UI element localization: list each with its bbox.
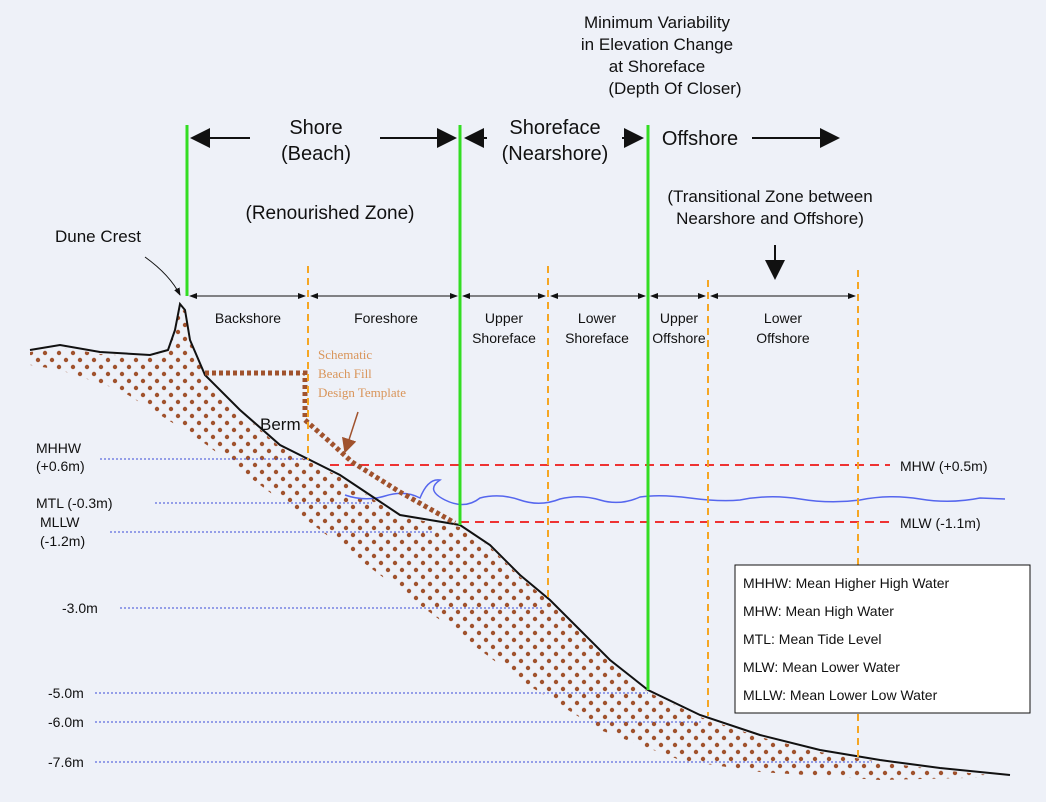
legend-entry: MTL: Mean Tide Level xyxy=(743,631,882,647)
level-label: -6.0m xyxy=(48,714,84,730)
closure-label: (Depth Of Closer) xyxy=(608,79,741,98)
legend-entry: MLLW: Mean Lower Low Water xyxy=(743,687,938,703)
subzone-label: Upper xyxy=(485,310,523,326)
level-label: MLLW xyxy=(40,514,80,530)
subzone-label: Shoreface xyxy=(472,330,536,346)
level-label: -3.0m xyxy=(62,600,98,616)
level-label: -5.0m xyxy=(48,685,84,701)
subzone-label: Offshore xyxy=(652,330,706,346)
subzone-label: Shoreface xyxy=(565,330,629,346)
subzone-label: Upper xyxy=(660,310,698,326)
closure-label: at Shoreface xyxy=(609,57,705,76)
berm-label: Berm xyxy=(260,415,301,434)
legend: MHHW: Mean Higher High Water MHW: Mean H… xyxy=(735,565,1030,713)
level-label: MTL (-0.3m) xyxy=(36,495,112,511)
zone-label: (Beach) xyxy=(281,143,351,165)
zone-label: Offshore xyxy=(662,128,738,150)
zone-label: Nearshore and Offshore) xyxy=(676,209,864,228)
legend-entry: MLW: Mean Lower Water xyxy=(743,659,900,675)
level-label: (+0.6m) xyxy=(36,458,85,474)
subzone-label: Lower xyxy=(764,310,802,326)
legend-entry: MHHW: Mean Higher High Water xyxy=(743,575,950,591)
level-label: MHHW xyxy=(36,440,82,456)
template-label: Schematic xyxy=(318,347,372,362)
closure-label: in Elevation Change xyxy=(581,35,733,54)
diagram: Minimum Variability in Elevation Change … xyxy=(0,0,1046,802)
zone-label: (Nearshore) xyxy=(502,143,609,165)
subzone-label: Foreshore xyxy=(354,310,418,326)
dune-crest-label: Dune Crest xyxy=(55,227,141,246)
level-label: MHW (+0.5m) xyxy=(900,458,988,474)
level-label: (-1.2m) xyxy=(40,533,85,549)
subzone-label: Offshore xyxy=(756,330,810,346)
subzone-label: Lower xyxy=(578,310,616,326)
level-label: -7.6m xyxy=(48,754,84,770)
level-label: MLW (-1.1m) xyxy=(900,515,981,531)
zone-label: (Transitional Zone between xyxy=(667,187,872,206)
template-label: Beach Fill xyxy=(318,366,372,381)
zone-label: (Renourished Zone) xyxy=(246,203,415,224)
closure-label: Minimum Variability xyxy=(584,13,731,32)
zone-label: Shore xyxy=(289,117,342,139)
template-label: Design Template xyxy=(318,385,406,400)
zone-label: Shoreface xyxy=(509,117,600,139)
legend-entry: MHW: Mean High Water xyxy=(743,603,894,619)
subzone-label: Backshore xyxy=(215,310,281,326)
